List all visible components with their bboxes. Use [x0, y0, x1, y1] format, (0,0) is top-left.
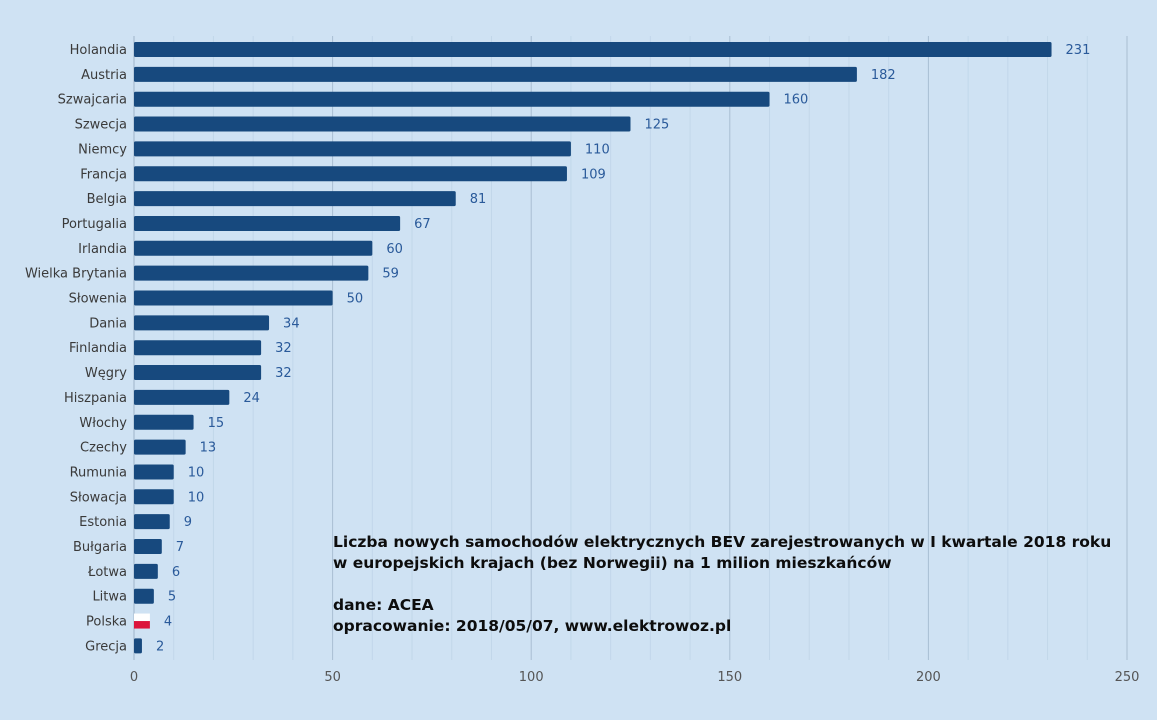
- category-label: Polska: [86, 615, 127, 630]
- data-label: 6: [172, 565, 180, 580]
- category-label: Austria: [81, 68, 127, 83]
- data-label: 10: [188, 490, 205, 505]
- bar: [134, 563, 158, 579]
- bar: [134, 215, 401, 231]
- bar: [134, 116, 631, 132]
- category-label: Grecja: [85, 639, 127, 654]
- bar-polska-flag-red: [134, 621, 150, 629]
- bar: [134, 414, 194, 430]
- category-label: Holandia: [70, 43, 127, 58]
- data-label: 32: [275, 366, 292, 381]
- bar: [134, 588, 154, 604]
- bar: [134, 141, 571, 157]
- bar: [134, 91, 770, 107]
- x-tick-label: 150: [717, 670, 742, 685]
- chart-annotation: Liczba nowych samochodów elektrycznych B…: [333, 532, 1111, 637]
- author-text: opracowanie: 2018/05/07, www.elektrowoz.…: [333, 617, 732, 635]
- bar: [134, 191, 456, 207]
- x-tick-label: 200: [916, 670, 941, 685]
- data-label: 7: [176, 540, 184, 555]
- category-label: Dania: [89, 316, 127, 331]
- data-label: 32: [275, 341, 292, 356]
- data-label: 160: [784, 93, 809, 108]
- data-label: 125: [645, 118, 670, 133]
- data-label: 13: [200, 441, 217, 456]
- category-label: Francja: [80, 167, 127, 182]
- x-tick-label: 0: [130, 670, 138, 685]
- data-label: 24: [243, 391, 260, 406]
- data-label: 5: [168, 590, 176, 605]
- category-label: Portugalia: [62, 217, 127, 232]
- bar: [134, 265, 369, 281]
- data-label: 34: [283, 316, 300, 331]
- data-label: 109: [581, 167, 606, 182]
- data-label: 59: [382, 267, 399, 282]
- bar: [134, 315, 270, 331]
- category-label: Hiszpania: [64, 391, 127, 406]
- bar: [134, 489, 174, 505]
- category-label: Bułgaria: [73, 540, 127, 555]
- bar-polska-flag-white: [134, 613, 150, 622]
- category-label: Irlandia: [78, 242, 127, 257]
- category-label: Szwajcaria: [58, 93, 127, 108]
- data-label: 182: [871, 68, 896, 83]
- note-spacer: [333, 574, 1111, 595]
- bar: [134, 290, 333, 306]
- data-label: 60: [386, 242, 403, 257]
- category-label: Słowenia: [69, 292, 127, 307]
- bar: [134, 240, 373, 256]
- bar: [134, 42, 1052, 57]
- data-label: 10: [188, 465, 205, 480]
- x-tick-label: 250: [1115, 670, 1140, 685]
- data-label: 67: [414, 217, 431, 232]
- category-label: Belgia: [87, 192, 127, 207]
- category-label: Czechy: [80, 441, 127, 456]
- data-label: 231: [1066, 43, 1091, 58]
- category-label: Słowacja: [70, 490, 127, 505]
- bar: [134, 340, 262, 356]
- category-label: Włochy: [79, 416, 127, 431]
- data-label: 9: [184, 515, 192, 530]
- source-text: dane: ACEA: [333, 596, 434, 614]
- note-line-1: Liczba nowych samochodów elektrycznych B…: [333, 533, 1112, 551]
- data-label: 50: [347, 292, 364, 307]
- category-label: Finlandia: [69, 341, 127, 356]
- x-tick-label: 100: [519, 670, 544, 685]
- category-label: Węgry: [85, 366, 127, 381]
- bar: [134, 439, 186, 455]
- bar: [134, 464, 174, 480]
- bar: [134, 66, 857, 82]
- data-label: 81: [470, 192, 487, 207]
- bar: [134, 365, 262, 381]
- data-label: 15: [208, 416, 225, 431]
- data-label: 4: [164, 615, 172, 630]
- category-label: Wielka Brytania: [25, 267, 127, 282]
- data-label: 110: [585, 142, 610, 157]
- bar: [134, 389, 230, 405]
- bar: [134, 638, 142, 654]
- data-label: 2: [156, 639, 164, 654]
- category-label: Rumunia: [70, 465, 127, 480]
- category-label: Estonia: [79, 515, 127, 530]
- bar: [134, 539, 162, 554]
- bar: [134, 166, 567, 182]
- note-line-2: w europejskich krajach (bez Norwegii) na…: [333, 554, 892, 572]
- category-label: Litwa: [92, 590, 127, 605]
- bar: [134, 514, 170, 530]
- x-tick-label: 50: [324, 670, 341, 685]
- category-label: Niemcy: [78, 142, 127, 157]
- category-label: Szwecja: [75, 118, 127, 133]
- category-label: Łotwa: [87, 565, 127, 580]
